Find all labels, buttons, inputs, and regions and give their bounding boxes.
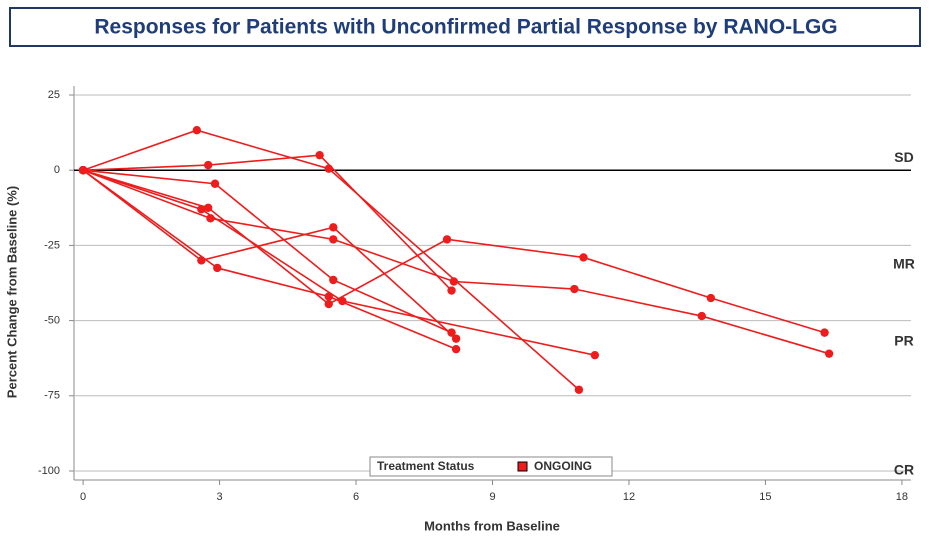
data-point <box>451 344 461 354</box>
series-line <box>82 169 596 356</box>
y-tick-label: -100 <box>38 465 60 477</box>
response-label: PR <box>894 332 913 348</box>
data-point <box>449 277 459 286</box>
data-point <box>324 164 333 173</box>
data-point <box>213 263 222 273</box>
data-point <box>442 235 452 244</box>
data-point <box>329 275 338 285</box>
data-point <box>579 253 588 262</box>
data-point <box>78 166 88 175</box>
legend-label: ONGOING <box>534 459 592 473</box>
data-point <box>706 293 716 303</box>
chart-title: Responses for Patients with Unconfirmed … <box>94 16 837 39</box>
data-point <box>590 350 600 360</box>
series-line <box>83 154 453 292</box>
title-box <box>9 7 921 47</box>
x-tick-label: 0 <box>80 491 86 503</box>
data-point <box>203 203 213 213</box>
data-point <box>570 284 579 294</box>
data-point <box>338 296 347 306</box>
data-point <box>697 311 706 321</box>
x-tick-label: 3 <box>217 491 223 503</box>
data-point <box>447 328 456 337</box>
y-tick-label: 25 <box>48 89 60 101</box>
data-point <box>324 299 333 309</box>
response-label: MR <box>893 256 915 272</box>
legend-swatch <box>517 461 528 472</box>
data-point <box>451 334 461 343</box>
y-tick-label: -25 <box>44 239 60 251</box>
x-tick-label: 9 <box>489 491 495 503</box>
y-tick-label: -75 <box>44 390 60 402</box>
legend-box <box>369 456 613 477</box>
series-line <box>82 169 457 340</box>
y-axis-label: Percent Change from Baseline (%) <box>4 186 19 398</box>
data-point <box>203 160 213 170</box>
series-line <box>82 169 457 350</box>
data-point <box>329 235 338 244</box>
series-line <box>83 169 452 334</box>
data-point <box>824 349 834 358</box>
data-point <box>210 179 220 188</box>
x-tick-label: 18 <box>896 491 908 503</box>
data-point <box>315 150 324 160</box>
data-point <box>329 223 338 232</box>
y-tick-label: 0 <box>54 164 60 176</box>
x-axis-label: Months from Baseline <box>424 518 560 533</box>
response-label: CR <box>894 462 914 478</box>
y-tick-label: -50 <box>44 315 60 327</box>
x-tick-label: 15 <box>759 491 771 503</box>
response-label: SD <box>894 149 913 165</box>
data-point <box>192 126 202 135</box>
x-tick-label: 6 <box>353 491 359 503</box>
x-tick-label: 12 <box>623 491 635 503</box>
data-point <box>574 385 584 394</box>
legend-title: Treatment Status <box>377 459 475 473</box>
data-point <box>447 286 456 295</box>
data-point <box>197 256 206 265</box>
data-point <box>820 328 829 337</box>
